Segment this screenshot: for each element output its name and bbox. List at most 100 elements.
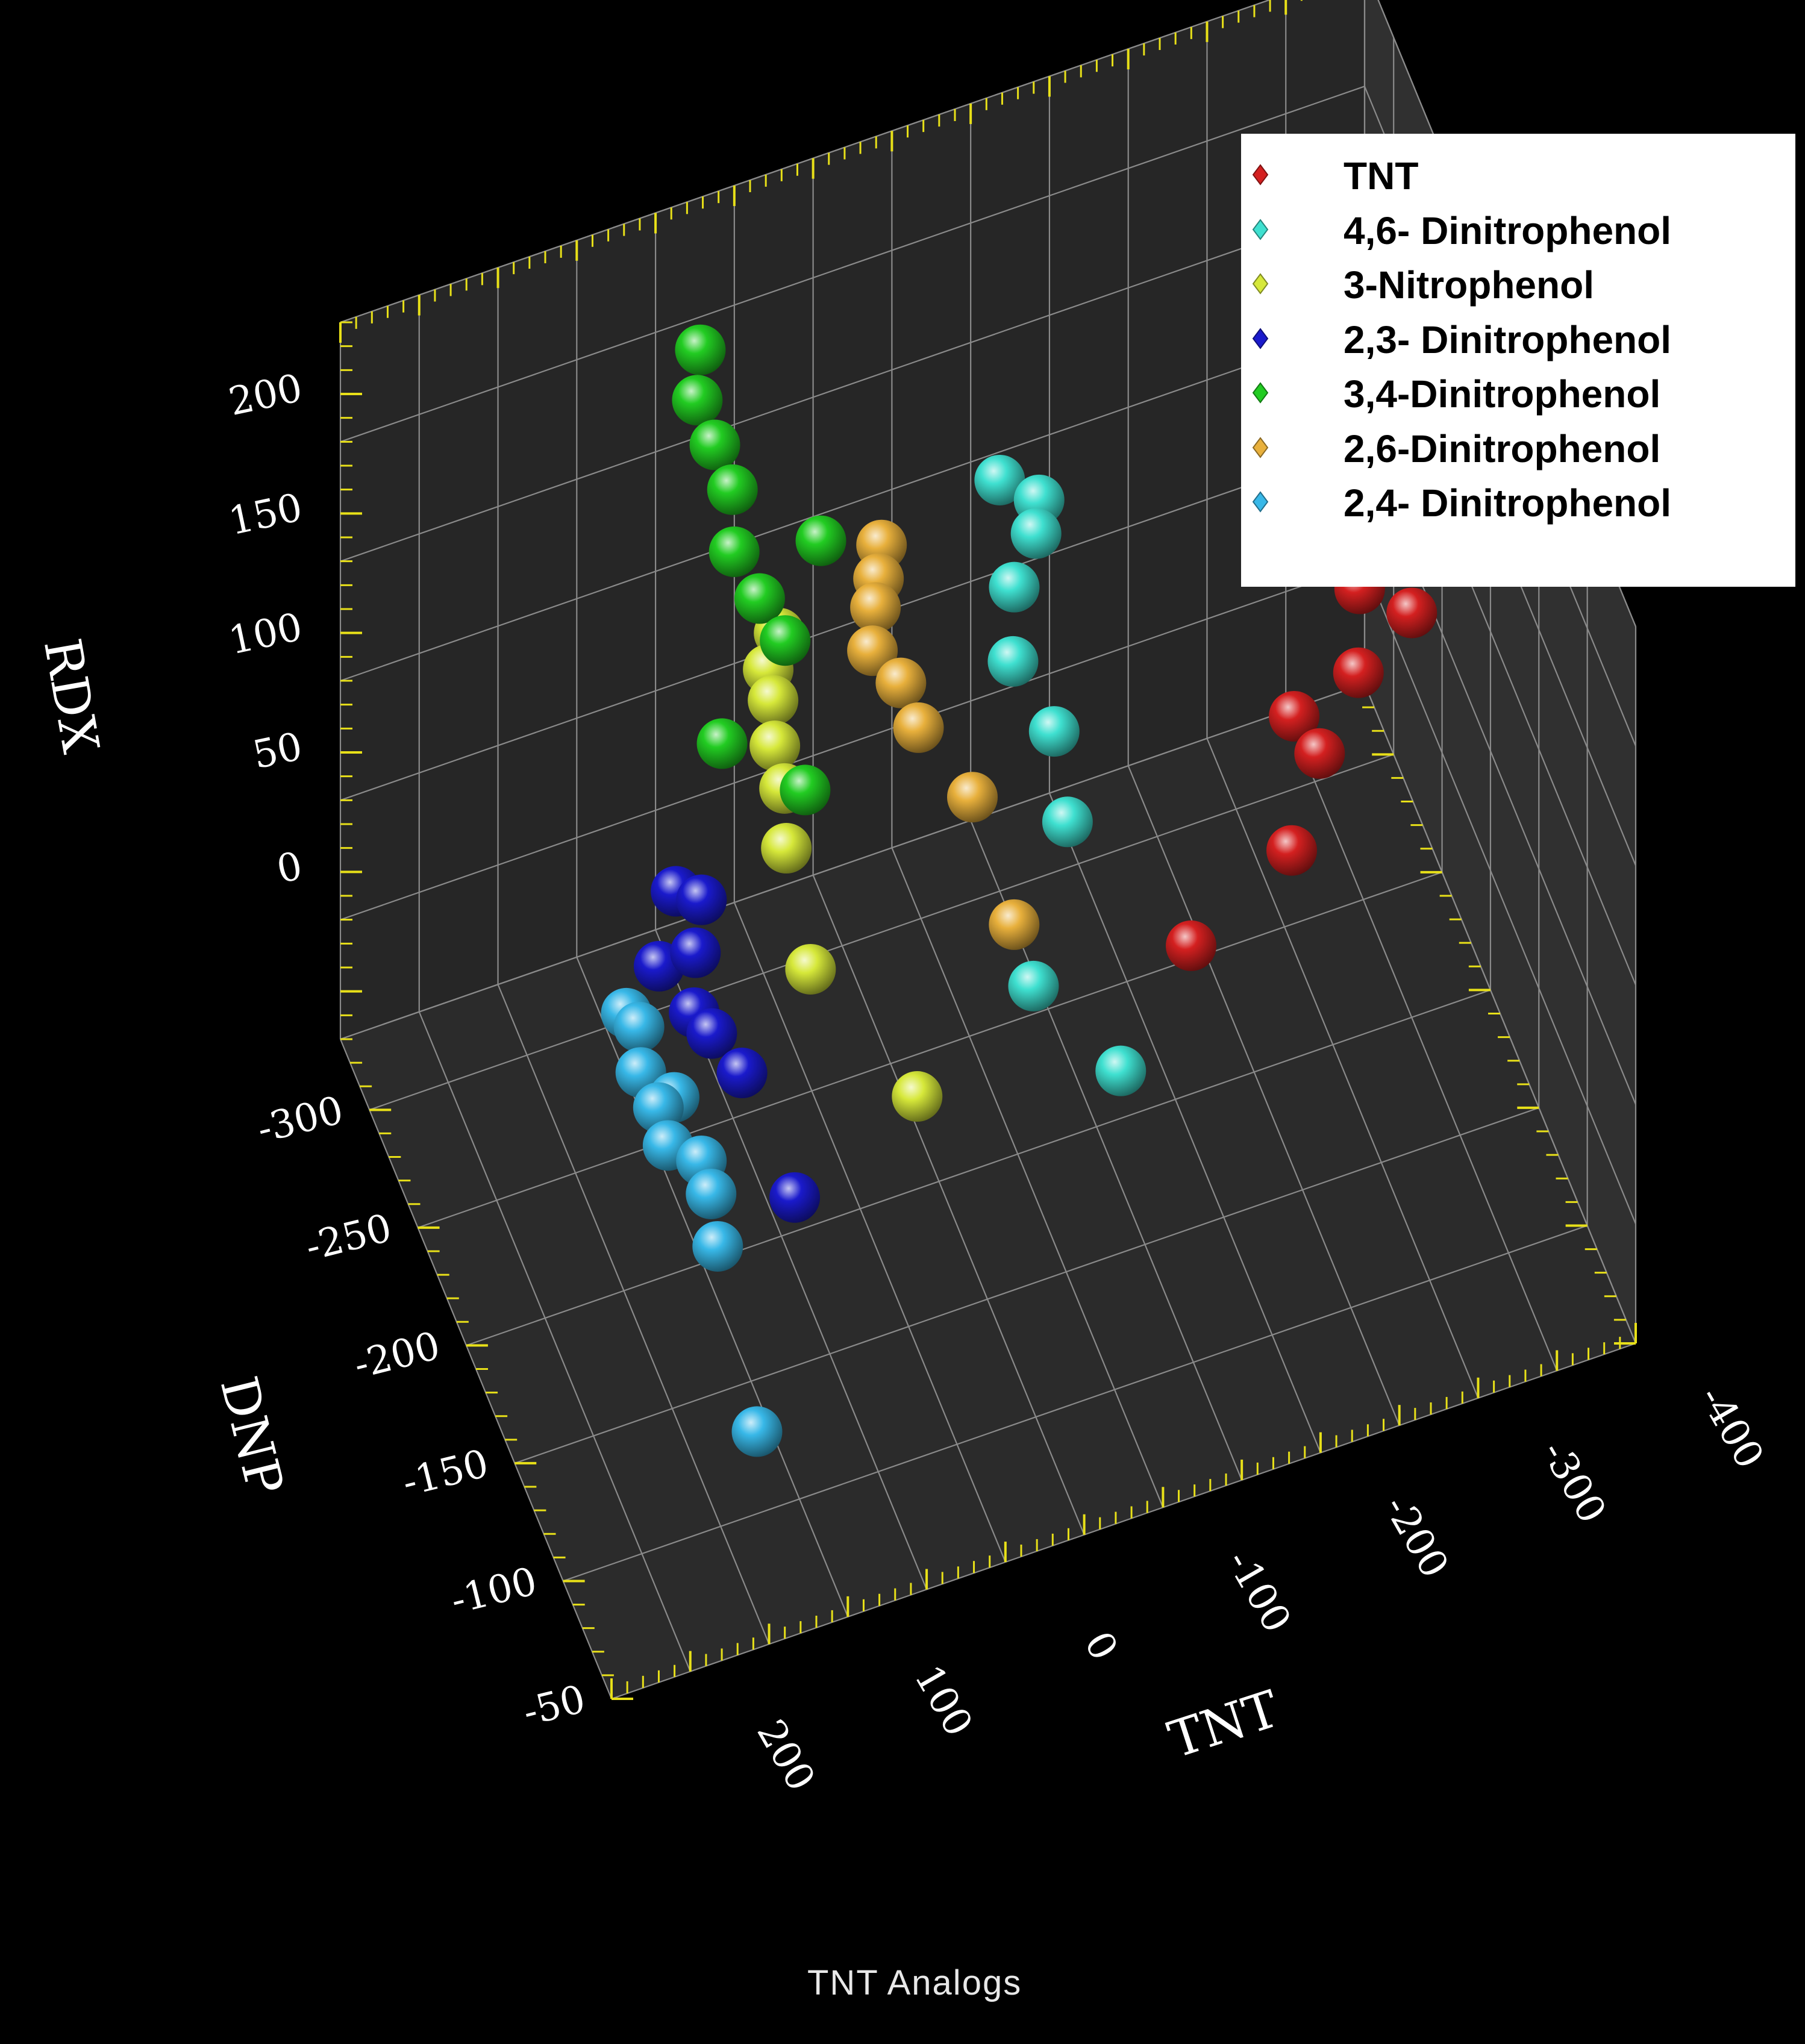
data-point (672, 375, 723, 426)
axis-tick-marks (339, 0, 1637, 1700)
data-point (696, 718, 748, 769)
data-point (1269, 691, 1320, 742)
data-point (686, 1168, 737, 1219)
legend-label: 2,4- Dinitrophenol (1344, 481, 1671, 525)
data-point (1008, 960, 1059, 1011)
legend-label: 3,4-Dinitrophenol (1344, 372, 1661, 416)
data-point (1095, 1045, 1147, 1096)
legend-label: 4,6- Dinitrophenol (1344, 208, 1671, 252)
x-tick-label: -100 (1218, 1543, 1300, 1640)
y-tick-label: -50 (519, 1677, 590, 1736)
data-point (1166, 920, 1217, 971)
legend-item: TNT (1241, 151, 1795, 205)
legend-label: TNT (1344, 154, 1419, 198)
grid-line (1285, 710, 1558, 1371)
y-tick-label: -300 (253, 1088, 348, 1152)
x-tick-label: 200 (748, 1713, 823, 1799)
legend-item: 3-Nitrophenol (1241, 260, 1795, 314)
legend-item: 2,3- Dinitrophenol (1241, 314, 1795, 369)
data-point (1042, 796, 1093, 848)
z-tick-label: 50 (249, 724, 306, 778)
data-point (670, 927, 721, 978)
data-point (692, 1220, 743, 1272)
grid-line (340, 444, 1365, 801)
grid-line (466, 989, 1491, 1346)
legend-item: 2,4- Dinitrophenol (1241, 478, 1795, 533)
grid-line (1363, 564, 1637, 1225)
data-point (709, 526, 760, 577)
data-point (748, 675, 799, 726)
grid-line (340, 0, 1271, 323)
data-point (892, 1071, 943, 1122)
data-point (785, 943, 836, 995)
data-point (731, 1406, 783, 1457)
data-point (946, 772, 998, 823)
z-tick-label: 100 (225, 605, 306, 664)
data-point (749, 720, 801, 772)
data-point (1028, 706, 1080, 757)
grid-line (340, 563, 1365, 920)
z-axis-label: RDX (33, 634, 111, 758)
legend-marker-icon (1252, 436, 1269, 458)
legend: TNT 4,6- Dinitrophenol 3-Nitrophenol 2,3- D… (1241, 134, 1795, 587)
x-axis-label: TNT (1162, 1679, 1286, 1770)
legend-marker-icon (1252, 382, 1269, 404)
legend-item: 3,4-Dinitrophenol (1241, 369, 1795, 423)
legend-label: 2,3- Dinitrophenol (1344, 317, 1671, 361)
grid-line (340, 324, 1365, 682)
grid-line (563, 1225, 1588, 1582)
data-point (850, 582, 901, 633)
legend-label: 3-Nitrophenol (1344, 263, 1594, 307)
legend-item: 2,6-Dinitrophenol (1241, 423, 1795, 478)
x-tick-label: 100 (906, 1658, 981, 1744)
y-tick-label: -150 (398, 1442, 493, 1506)
grid-line (891, 847, 1164, 1508)
z-tick-label: 0 (273, 844, 306, 893)
y-tick-label: -250 (301, 1206, 396, 1270)
data-point (1386, 587, 1437, 639)
grid-line (1206, 738, 1479, 1399)
legend-marker-icon (1252, 218, 1269, 240)
grid-line (1127, 765, 1400, 1426)
legend-marker-icon (1252, 491, 1269, 513)
grid-line (418, 1011, 691, 1672)
data-point (780, 764, 831, 816)
data-point (1010, 508, 1062, 559)
z-tick-label: 200 (225, 366, 306, 425)
grid-line (1048, 793, 1321, 1453)
z-tick-label: 150 (225, 486, 306, 545)
grid-line (611, 1342, 1636, 1700)
floor-wall (340, 684, 1636, 1699)
chart-caption: TNT Analogs (807, 1963, 1022, 2002)
data-point (987, 636, 1039, 687)
data-point (675, 324, 726, 375)
data-point (686, 1008, 737, 1059)
grid-line (340, 683, 1365, 1040)
grid-line (369, 754, 1394, 1111)
grid-line (733, 902, 1006, 1563)
legend-marker-icon (1252, 327, 1269, 349)
x-tick-label: -400 (1690, 1379, 1772, 1477)
legend-label: 2,6-Dinitrophenol (1344, 427, 1661, 470)
data-point (613, 1001, 665, 1052)
data-point (707, 464, 758, 515)
data-point (1333, 647, 1384, 698)
y-tick-label: -200 (349, 1324, 444, 1388)
legend-marker-icon (1252, 273, 1269, 295)
data-point (716, 1048, 768, 1099)
grid-line (418, 871, 1442, 1228)
grid-line (514, 1107, 1539, 1464)
x-tick-label: -300 (1533, 1434, 1615, 1531)
grid-line (340, 86, 1365, 443)
data-point (633, 1082, 684, 1133)
data-point (676, 874, 727, 925)
data-point (875, 657, 927, 708)
y-tick-label: -100 (446, 1559, 541, 1624)
data-points (601, 324, 1437, 1457)
grid-line (340, 205, 1365, 562)
back-wall (340, 0, 1365, 1039)
x-tick-label: -200 (1375, 1488, 1457, 1586)
data-point (734, 573, 785, 624)
grid-line (497, 984, 770, 1645)
data-point (760, 615, 811, 666)
